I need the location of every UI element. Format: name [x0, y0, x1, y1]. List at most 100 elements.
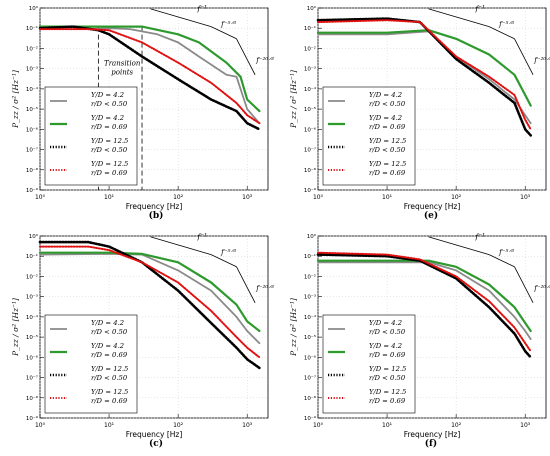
y-tick-label: 10⁻⁷: [304, 147, 316, 154]
y-axis-label: P_zz / σ² [Hz⁻¹]: [289, 298, 298, 357]
series-line-2: [316, 259, 532, 333]
y-tick-label: 10⁻⁸: [26, 395, 39, 402]
series-line-4: [317, 19, 532, 131]
legend-entry: r/D = 0.69: [369, 351, 406, 359]
slope-label: f⁻¹: [196, 4, 207, 13]
slope-guide-line: [514, 38, 534, 75]
y-tick-label: 10⁻³: [304, 294, 316, 301]
x-tick-label: 10¹: [382, 194, 393, 201]
y-tick-label: 10⁻⁶: [26, 354, 39, 361]
y-tick-label: 10⁻⁵: [26, 106, 38, 113]
slope-guide-line: [236, 266, 256, 303]
y-tick-label: 10⁻²: [26, 45, 38, 52]
series-line-4: [317, 251, 532, 353]
legend-entry: Y/D = 12.5: [91, 365, 128, 373]
legend-entry: Y/D = 12.5: [91, 388, 128, 396]
legend-entry: r/D = 0.69: [369, 169, 406, 177]
x-tick-label: 10²: [451, 194, 462, 201]
series-line-2: [316, 29, 532, 107]
x-tick-label: 10¹: [104, 194, 115, 201]
legend-entry: Y/D = 12.5: [369, 160, 406, 168]
legend-entry: Y/D = 12.5: [91, 137, 128, 145]
panel-label: (e): [424, 210, 438, 221]
slope-guide-line: [150, 8, 212, 28]
legend-entry: r/D < 0.50: [369, 328, 406, 336]
slope-label: f⁻²⁰ᐟ³: [533, 57, 550, 65]
series-line-3: [316, 253, 532, 359]
legend-entry: Y/D = 4.2: [369, 114, 402, 122]
x-axis-label: Frequency [Hz]: [404, 202, 461, 211]
legend-entry: r/D = 0.69: [369, 397, 406, 405]
legend-entry: r/D < 0.50: [91, 374, 128, 382]
y-tick-label: 10⁻³: [26, 294, 38, 301]
legend-box: [322, 86, 416, 186]
x-tick-label: 10¹: [382, 422, 393, 429]
y-tick-label: 10⁻⁸: [304, 167, 317, 174]
y-tick-label: 10⁻⁶: [304, 126, 317, 133]
chart-panel-1: 10⁰ 10¹ 10² 10³ 10⁰ 10⁻¹ 10⁻² 10⁻³ 10⁻⁴ 10⁻⁵ 10⁻⁶ 1…: [11, 4, 274, 221]
y-tick-label: 10⁻¹: [304, 25, 316, 32]
x-tick-label: 10²: [173, 194, 184, 201]
y-tick-label: 10⁻⁹: [304, 415, 316, 422]
series-line-1: [39, 27, 261, 125]
y-axis-label: P_zz / σ² [Hz⁻¹]: [11, 298, 20, 357]
chart-panel-4: 10⁰ 10¹ 10² 10³ 10⁰ 10⁻¹ 10⁻² 10⁻³ 10⁻⁴ 10⁻⁵ 10⁻⁶ 1…: [289, 232, 550, 449]
slope-guide-line: [488, 254, 515, 268]
slope-label: f⁻²⁰ᐟ³: [255, 57, 274, 65]
y-tick-label: 10⁻⁷: [26, 375, 38, 382]
y-tick-label: 10⁻⁵: [26, 334, 38, 341]
series-line-4: [39, 28, 261, 125]
y-tick-label: 10⁻¹: [26, 253, 38, 260]
y-tick-label: 10⁻⁵: [304, 106, 316, 113]
x-axis-label: Frequency [Hz]: [126, 430, 183, 439]
y-tick-label: 10⁻⁵: [304, 334, 316, 341]
y-tick-label: 10⁻⁴: [26, 314, 39, 321]
x-axis-label: Frequency [Hz]: [404, 430, 461, 439]
x-tick-label: 10¹: [104, 422, 115, 429]
y-tick-label: 10⁻⁷: [26, 147, 38, 154]
series-line-3: [38, 240, 261, 370]
series-line-2: [38, 25, 261, 113]
x-tick-label: 10⁰: [35, 422, 46, 429]
slope-label: f⁻⁵ᐟ³: [220, 249, 236, 257]
y-tick-label: 10⁻¹: [26, 25, 38, 32]
y-tick-label: 10⁻⁹: [26, 415, 38, 422]
legend-entry: Y/D = 4.2: [369, 342, 402, 350]
slope-label: f⁻¹: [474, 4, 485, 13]
y-tick-label: 10⁻³: [304, 66, 316, 73]
legend-entry: Y/D = 12.5: [369, 137, 406, 145]
series-line-4: [39, 245, 261, 359]
legend-entry: r/D = 0.69: [369, 123, 406, 131]
legend-entry: Y/D = 4.2: [91, 114, 124, 122]
y-tick-label: 10⁰: [307, 5, 317, 12]
legend-entry: r/D < 0.50: [91, 100, 128, 108]
slope-guide-line: [210, 254, 237, 268]
chart-panel-3: 10⁰ 10¹ 10² 10³ 10⁰ 10⁻¹ 10⁻² 10⁻³ 10⁻⁴ 10⁻⁵ 10⁻⁶ 1…: [11, 232, 274, 449]
legend-entry: r/D = 0.69: [91, 123, 128, 131]
y-tick-label: 10⁻²: [304, 45, 316, 52]
legend-entry: Y/D = 12.5: [369, 365, 406, 373]
legend-box: [44, 86, 138, 186]
y-axis-label: P_zz / σ² [Hz⁻¹]: [11, 70, 20, 129]
legend-entry: r/D = 0.69: [91, 351, 128, 359]
legend-entry: Y/D = 4.2: [91, 319, 124, 327]
y-tick-label: 10⁻⁴: [304, 314, 317, 321]
legend-entry: r/D < 0.50: [91, 146, 128, 154]
slope-label: f⁻¹: [474, 232, 485, 241]
y-tick-label: 10⁻⁷: [304, 375, 316, 382]
slope-label: f⁻⁵ᐟ³: [498, 249, 514, 257]
slope-guide-line: [428, 236, 490, 256]
x-tick-label: 10⁰: [313, 194, 324, 201]
y-tick-label: 10⁻³: [26, 66, 38, 73]
y-tick-label: 10⁰: [29, 233, 39, 240]
panel-label: (b): [149, 210, 164, 221]
x-tick-label: 10²: [451, 422, 462, 429]
x-tick-label: 10²: [173, 422, 184, 429]
legend-box: [322, 314, 416, 414]
x-axis-label: Frequency [Hz]: [126, 202, 183, 211]
y-tick-label: 10⁻⁶: [26, 126, 39, 133]
legend-entry: Y/D = 4.2: [369, 91, 402, 99]
slope-label: f⁻²⁰ᐟ³: [255, 285, 274, 293]
y-tick-label: 10⁻⁶: [304, 354, 317, 361]
